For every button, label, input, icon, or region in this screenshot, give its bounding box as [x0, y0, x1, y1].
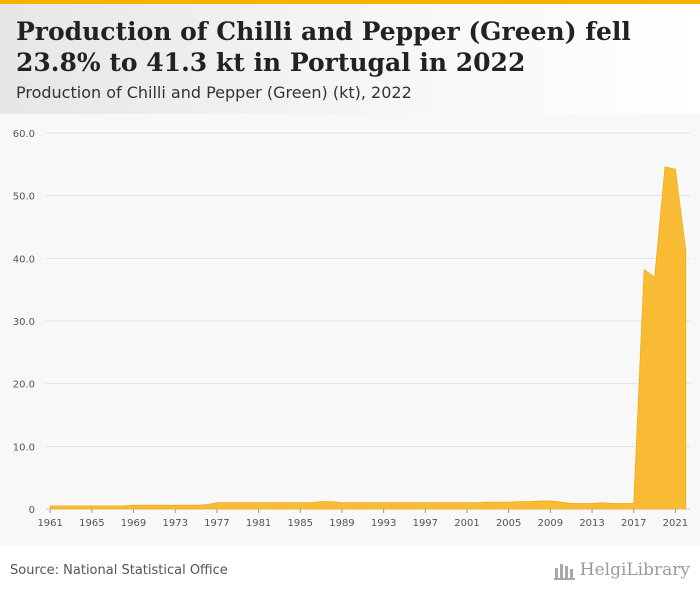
- x-tick-label: 1973: [162, 518, 187, 529]
- area-chart: 0 10.0 20.0 30.0 40.0 50.0 60.0 1961 1965 1969 197…: [13, 129, 690, 529]
- x-tick-label: 1977: [204, 518, 229, 529]
- y-tick-label: 50.0: [13, 192, 35, 203]
- y-tick-label: 40.0: [13, 254, 35, 265]
- source-note: Source: National Statistical Office: [10, 563, 228, 578]
- y-tick-label: 60.0: [13, 129, 35, 140]
- y-tick-label: 10.0: [13, 442, 35, 453]
- chart-background: [0, 114, 700, 546]
- x-tick-label: 2021: [663, 518, 688, 529]
- x-tick-label: 1969: [121, 518, 146, 529]
- x-tick-label: 1989: [329, 518, 354, 529]
- x-tick-label: 2013: [579, 518, 604, 529]
- x-tick-label: 1993: [371, 518, 396, 529]
- top-accent-bar: [0, 0, 700, 4]
- series-area: [49, 166, 687, 510]
- x-tick-label: 2005: [496, 518, 521, 529]
- x-tick-label: 2001: [454, 518, 479, 529]
- chart-title: Production of Chilli and Pepper (Green) …: [16, 17, 631, 77]
- x-tick-label: 1985: [288, 518, 313, 529]
- x-tick-label: 1961: [37, 518, 62, 529]
- helgi-library-logo: HelgiLibrary: [553, 560, 690, 580]
- library-building-icon: [553, 564, 575, 580]
- chart-header: Production of Chilli and Pepper (Green) …: [0, 4, 700, 114]
- x-tick-label: 1981: [246, 518, 271, 529]
- x-tick-label: 2017: [621, 518, 646, 529]
- x-tick-label: 1965: [79, 518, 104, 529]
- y-tick-label: 0: [29, 505, 35, 516]
- x-tick-label: 1997: [413, 518, 438, 529]
- chart-subtitle: Production of Chilli and Pepper (Green) …: [16, 83, 412, 102]
- x-tick-label: 2009: [538, 518, 563, 529]
- y-tick-label: 30.0: [13, 317, 35, 328]
- logo-text: HelgiLibrary: [579, 560, 690, 580]
- y-tick-label: 20.0: [13, 380, 35, 391]
